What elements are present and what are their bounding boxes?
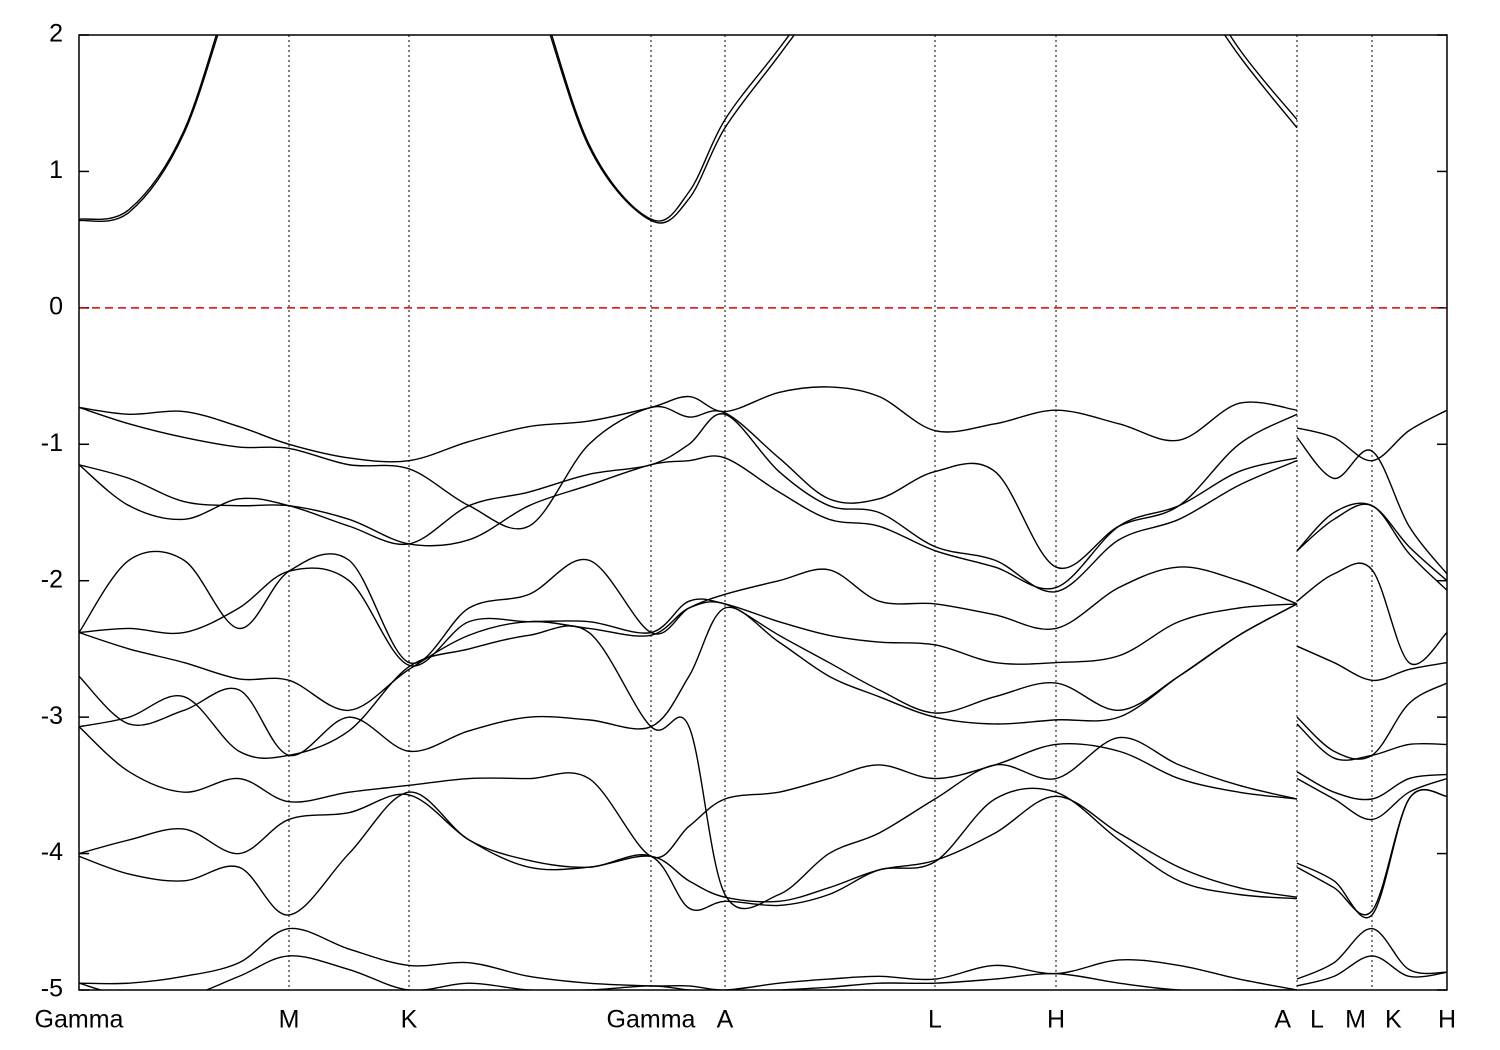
x-tick-label: Gamma bbox=[607, 1006, 696, 1034]
x-tick-label: L bbox=[928, 1006, 942, 1034]
x-tick-label: K bbox=[1385, 1006, 1402, 1034]
x-tick-label: K bbox=[401, 1006, 418, 1034]
x-tick-label: Gamma bbox=[35, 1006, 124, 1034]
band-line bbox=[79, 625, 1447, 910]
y-tick-label: -1 bbox=[41, 429, 63, 457]
band-line bbox=[79, 787, 1447, 916]
band-line bbox=[79, 927, 1447, 990]
band-line bbox=[79, 413, 1447, 593]
band-line bbox=[79, 35, 1298, 222]
band-line bbox=[79, 567, 1447, 682]
band-line bbox=[79, 550, 1447, 666]
band-line bbox=[79, 405, 1447, 575]
x-tick-label: M bbox=[279, 1006, 300, 1034]
y-tick-label: 1 bbox=[49, 156, 63, 184]
x-tick-label: H bbox=[1047, 1006, 1065, 1034]
y-tick-label: -2 bbox=[41, 565, 63, 593]
x-tick-label: A bbox=[717, 1006, 734, 1034]
y-tick-label: 2 bbox=[49, 20, 63, 48]
band-line bbox=[79, 35, 1298, 224]
x-tick-label: M bbox=[1345, 1006, 1366, 1034]
band-line bbox=[79, 386, 1447, 463]
x-tick-label: L bbox=[1310, 1006, 1324, 1034]
plot-frame bbox=[78, 34, 1448, 991]
plot-area bbox=[79, 35, 1447, 990]
y-tick-label: -4 bbox=[41, 838, 63, 866]
band-line bbox=[79, 603, 1447, 761]
y-tick-label: 0 bbox=[49, 292, 63, 320]
x-tick-label: A bbox=[1274, 1006, 1291, 1034]
x-tick-label: H bbox=[1438, 1006, 1456, 1034]
y-tick-label: -3 bbox=[41, 702, 63, 730]
band-line bbox=[79, 955, 1447, 990]
y-tick-label: -5 bbox=[41, 975, 63, 1003]
band-line bbox=[79, 726, 1447, 859]
